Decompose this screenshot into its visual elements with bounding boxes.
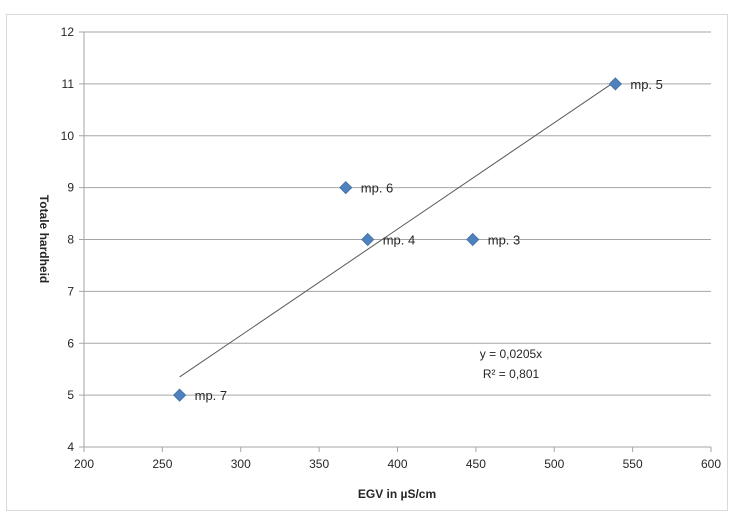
- chart-frame: [6, 14, 728, 511]
- y-axis-title: Totale hardheid: [37, 195, 51, 283]
- y-tick-label: 10: [61, 129, 75, 143]
- x-tick-label: 500: [544, 457, 564, 471]
- x-tick-label: 250: [152, 457, 172, 471]
- x-tick-label: 450: [466, 457, 486, 471]
- x-tick-label: 350: [309, 457, 329, 471]
- trendline-r-squared: R² = 0,801: [483, 367, 540, 381]
- y-tick-label: 7: [67, 284, 74, 298]
- x-tick-label: 550: [623, 457, 643, 471]
- y-tick-label: 8: [67, 233, 74, 247]
- x-tick-label: 300: [231, 457, 251, 471]
- y-tick-label: 12: [61, 25, 75, 39]
- x-tick-label: 400: [387, 457, 407, 471]
- data-point: [608, 77, 622, 91]
- data-point: [361, 232, 375, 247]
- data-label: mp. 6: [361, 181, 394, 196]
- axes: [79, 31, 712, 452]
- data-point: [466, 232, 480, 247]
- grid-lines: [84, 31, 711, 396]
- data-label: mp. 7: [195, 388, 228, 403]
- data-point: [173, 388, 187, 402]
- y-tick-label: 9: [67, 181, 74, 195]
- y-tick-label: 5: [67, 388, 74, 402]
- data-points: [173, 77, 622, 402]
- trendline: [179, 80, 616, 378]
- data-label: mp. 3: [488, 233, 521, 248]
- y-tick-label: 6: [67, 336, 74, 350]
- y-tick-label: 4: [67, 440, 74, 454]
- y-tick-label: 11: [62, 77, 75, 91]
- trendline-equation: y = 0,0205x: [480, 347, 542, 361]
- labels: 4 5 6 7 8 9 10 11 12 200 250 300 350 400 450 500 550 600 m…: [61, 25, 722, 471]
- trendline-layer: [179, 80, 616, 378]
- data-point: [339, 181, 353, 195]
- x-tick-label: 200: [74, 457, 94, 471]
- x-axis-title: EGV in µS/cm: [358, 487, 436, 501]
- data-label: mp. 4: [383, 233, 416, 248]
- data-label: mp. 5: [630, 77, 663, 92]
- x-tick-label: 600: [701, 457, 721, 471]
